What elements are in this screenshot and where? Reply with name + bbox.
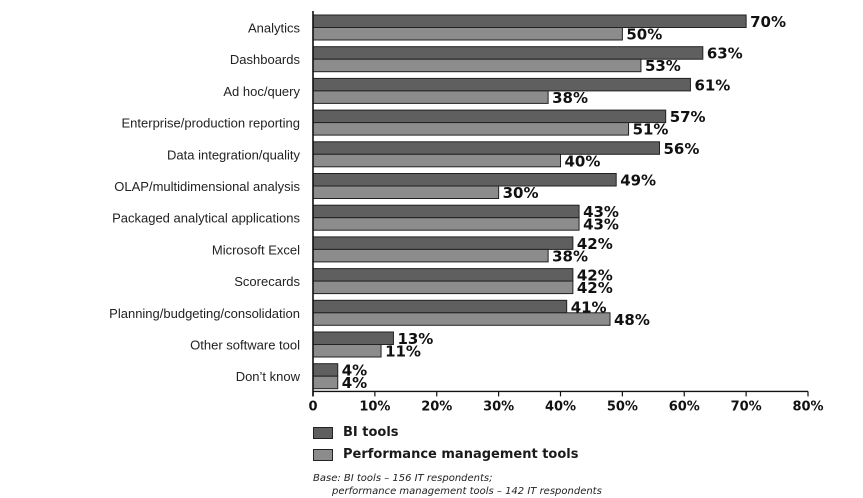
value-label-enterprise-production-reporting-bi-tools: 57% xyxy=(670,108,706,126)
legend-label-bi-tools: BI tools xyxy=(343,425,399,440)
bar-planning-budgeting-consolidation-performance-management-tools xyxy=(312,312,611,326)
legend-item-bi-tools: BI tools xyxy=(313,425,399,440)
value-label-scorecards-bi-tools: 42% xyxy=(577,267,613,285)
value-label-dashboards-bi-tools: 63% xyxy=(707,45,743,63)
bar-don-t-know-performance-management-tools xyxy=(312,375,339,390)
category-label-other-software-tool: Other software tool xyxy=(190,338,300,353)
bar-data-integration-quality-bi-tools xyxy=(312,141,660,155)
x-tick-label: 50% xyxy=(607,399,638,414)
category-label-dashboards: Dashboards xyxy=(230,52,301,67)
x-tick-label: 30% xyxy=(483,399,514,414)
bar-enterprise-production-reporting-bi-tools xyxy=(312,109,667,124)
legend-label-performance-management-tools: Performance management tools xyxy=(343,447,579,462)
value-label-other-software-tool-bi-tools: 13% xyxy=(397,330,433,348)
value-label-don-t-know-bi-tools: 4% xyxy=(342,362,367,380)
bar-olap-multidimensional-analysis-performance-management-tools xyxy=(312,185,500,199)
x-tick-label: 60% xyxy=(669,399,700,414)
bar-data-integration-quality-performance-management-tools xyxy=(312,153,561,168)
value-label-don-t-know-performance-management-tools: 4% xyxy=(342,374,367,392)
x-tick-label: 0 xyxy=(308,399,317,414)
value-labels: 70%50%63%53%61%38%57%51%56%40%49%30%43%4… xyxy=(342,13,786,392)
value-label-scorecards-performance-management-tools: 42% xyxy=(577,279,613,297)
x-tick-label: 20% xyxy=(421,399,452,414)
value-label-dashboards-performance-management-tools: 53% xyxy=(645,57,681,75)
value-label-analytics-bi-tools: 70% xyxy=(750,13,786,31)
category-label-packaged-analytical-applications: Packaged analytical applications xyxy=(112,211,300,226)
bar-packaged-analytical-applications-bi-tools xyxy=(312,204,580,219)
base-note-line-1: Base: BI tools – 156 IT respondents; xyxy=(313,473,493,484)
value-label-olap-multidimensional-analysis-performance-management-tools: 30% xyxy=(503,184,539,202)
category-label-analytics: Analytics xyxy=(248,21,301,36)
value-label-enterprise-production-reporting-performance-management-tools: 51% xyxy=(633,121,669,139)
bar-don-t-know-bi-tools xyxy=(312,363,339,377)
bar-enterprise-production-reporting-performance-management-tools xyxy=(312,122,630,136)
bar-microsoft-excel-bi-tools xyxy=(312,236,574,250)
bar-packaged-analytical-applications-performance-management-tools xyxy=(312,217,580,231)
legend-swatch-bi-tools xyxy=(313,426,333,439)
value-label-data-integration-quality-bi-tools: 56% xyxy=(664,140,700,158)
x-tick-label: 40% xyxy=(545,399,576,414)
category-label-ad-hoc-query: Ad hoc/query xyxy=(223,84,300,99)
category-label-microsoft-excel: Microsoft Excel xyxy=(212,242,300,257)
bar-analytics-performance-management-tools xyxy=(312,27,623,41)
value-label-ad-hoc-query-performance-management-tools: 38% xyxy=(552,89,588,107)
value-label-microsoft-excel-performance-management-tools: 38% xyxy=(552,247,588,265)
value-label-planning-budgeting-consolidation-performance-management-tools: 48% xyxy=(614,311,650,329)
value-label-planning-budgeting-consolidation-bi-tools: 41% xyxy=(571,298,607,316)
category-labels: Analytics Dashboards Ad hoc/query Enterpris… xyxy=(109,21,300,385)
category-label-planning-budgeting-consolidation: Planning/budgeting/consolidation xyxy=(109,306,300,321)
bar-ad-hoc-query-bi-tools xyxy=(312,77,691,92)
bar-other-software-tool-bi-tools xyxy=(312,331,394,345)
bar-scorecards-performance-management-tools xyxy=(312,280,574,295)
value-label-ad-hoc-query-bi-tools: 61% xyxy=(694,76,730,94)
x-axis: 0 10% 20% 30% 40% 50% 60% 70% 80% xyxy=(308,11,824,414)
category-label-don-t-know: Don’t know xyxy=(236,369,301,384)
category-label-olap-multidimensional-analysis: OLAP/multidimensional analysis xyxy=(114,179,300,194)
value-label-analytics-performance-management-tools: 50% xyxy=(626,26,662,44)
value-label-packaged-analytical-applications-performance-management-tools: 43% xyxy=(583,216,619,234)
x-tick-label: 10% xyxy=(359,399,390,414)
bar-ad-hoc-query-performance-management-tools xyxy=(312,90,549,104)
bar-analytics-bi-tools xyxy=(312,14,747,28)
bar-microsoft-excel-performance-management-tools xyxy=(312,248,549,263)
bar-olap-multidimensional-analysis-bi-tools xyxy=(312,173,617,187)
value-label-packaged-analytical-applications-bi-tools: 43% xyxy=(583,203,619,221)
category-label-enterprise-production-reporting: Enterprise/production reporting xyxy=(122,116,301,131)
x-tick-label: 80% xyxy=(792,399,823,414)
base-note-line-2: performance management tools – 142 IT re… xyxy=(332,486,602,497)
bar-planning-budgeting-consolidation-bi-tools xyxy=(312,299,568,314)
bar-scorecards-bi-tools xyxy=(312,268,574,282)
bar-dashboards-performance-management-tools xyxy=(312,58,642,73)
legend-item-performance-management-tools: Performance management tools xyxy=(313,447,578,462)
value-label-data-integration-quality-performance-management-tools: 40% xyxy=(565,152,601,170)
x-tick-label: 70% xyxy=(731,399,762,414)
value-label-microsoft-excel-bi-tools: 42% xyxy=(577,235,613,253)
bar-other-software-tool-performance-management-tools xyxy=(312,344,382,358)
category-label-scorecards: Scorecards xyxy=(234,274,300,289)
category-label-data-integration-quality: Data integration/quality xyxy=(167,147,300,162)
legend-swatch-performance-management-tools xyxy=(313,448,333,461)
value-label-olap-multidimensional-analysis-bi-tools: 49% xyxy=(620,172,656,190)
value-label-other-software-tool-performance-management-tools: 11% xyxy=(385,343,421,361)
